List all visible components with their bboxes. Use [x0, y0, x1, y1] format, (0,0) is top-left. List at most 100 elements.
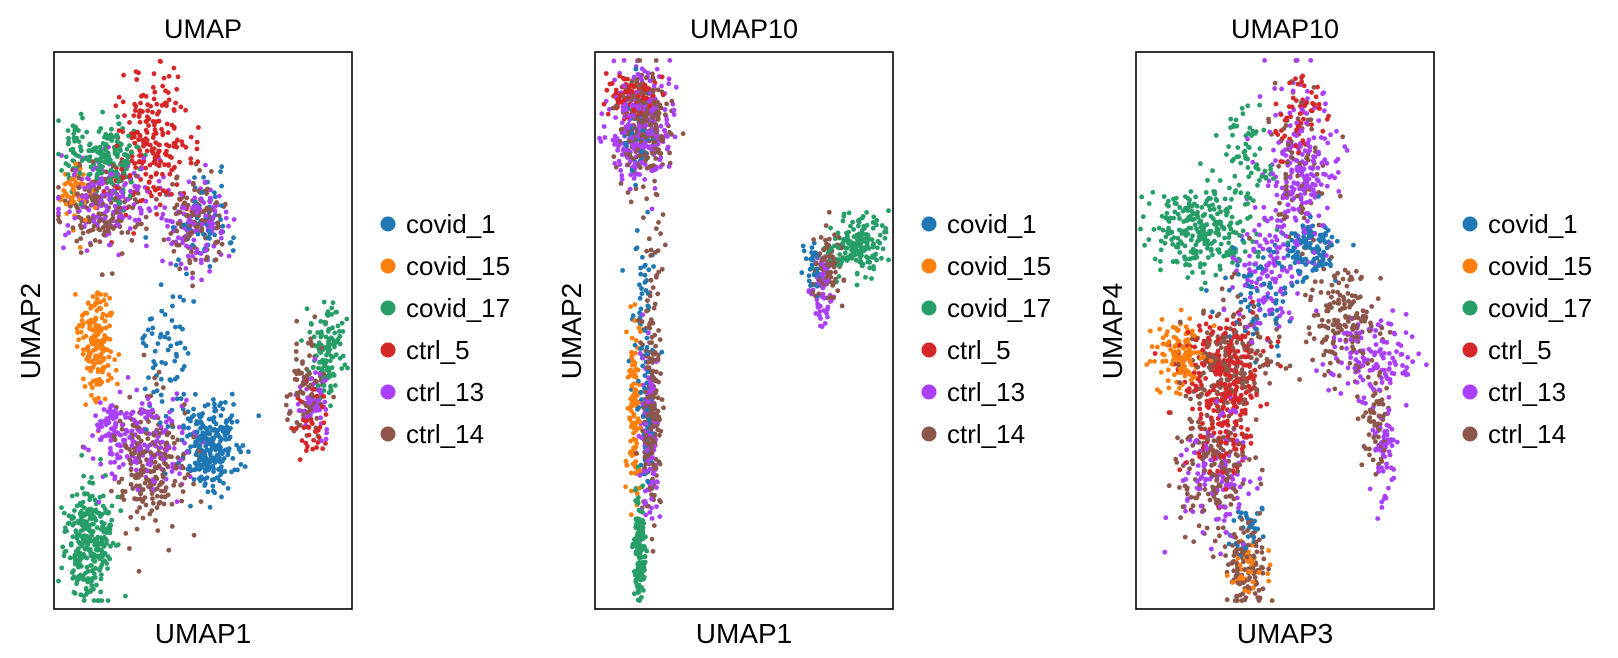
point-ctrl-13 — [178, 457, 184, 463]
point-ctrl-13 — [100, 179, 106, 185]
point-covid-1 — [159, 308, 165, 314]
point-ctrl-13 — [219, 228, 224, 234]
point-ctrl-5 — [121, 175, 126, 181]
point-covid-1 — [192, 175, 197, 181]
point-covid-1 — [162, 334, 168, 340]
point-ctrl-14 — [1204, 330, 1210, 336]
point-covid-15 — [94, 353, 100, 359]
point-ctrl-13 — [203, 213, 209, 219]
point-ctrl-13 — [127, 226, 133, 231]
point-covid-1 — [639, 397, 644, 402]
point-ctrl-13 — [151, 479, 157, 484]
legend-marker — [380, 216, 396, 232]
point-covid-17 — [1140, 214, 1146, 220]
point-covid-1 — [209, 441, 215, 447]
point-ctrl-13 — [623, 107, 629, 113]
point-ctrl-5 — [188, 156, 194, 162]
point-ctrl-14 — [1365, 374, 1371, 380]
point-covid-1 — [639, 291, 645, 297]
point-ctrl-13 — [806, 289, 812, 295]
point-ctrl-14 — [75, 191, 80, 197]
point-ctrl-13 — [664, 121, 670, 127]
point-ctrl-13 — [165, 223, 170, 229]
point-ctrl-14 — [80, 230, 86, 236]
point-ctrl-5 — [1191, 370, 1197, 376]
point-covid-1 — [199, 413, 204, 419]
point-ctrl-13 — [622, 129, 628, 135]
point-ctrl-13 — [1217, 504, 1223, 509]
point-covid-17 — [828, 225, 833, 231]
point-covid-1 — [158, 282, 164, 288]
point-ctrl-5 — [160, 188, 166, 194]
point-covid-17 — [96, 129, 102, 134]
point-covid-17 — [331, 338, 337, 344]
point-ctrl-13 — [132, 183, 138, 189]
point-covid-1 — [181, 391, 187, 397]
point-ctrl-13 — [108, 460, 113, 465]
point-covid-1 — [185, 351, 191, 356]
point-ctrl-14 — [647, 293, 653, 299]
point-ctrl-13 — [1264, 240, 1270, 245]
point-covid-17 — [323, 321, 328, 327]
point-ctrl-13 — [127, 215, 132, 220]
point-covid-17 — [127, 143, 132, 149]
point-ctrl-13 — [118, 448, 124, 454]
point-covid-15 — [631, 397, 637, 403]
point-covid-15 — [92, 336, 98, 342]
point-ctrl-5 — [165, 130, 171, 136]
point-ctrl-14 — [219, 241, 225, 247]
point-covid-15 — [73, 179, 78, 185]
point-covid-17 — [76, 153, 82, 159]
point-ctrl-13 — [169, 469, 175, 474]
point-ctrl-14 — [652, 301, 658, 307]
point-ctrl-14 — [293, 349, 299, 354]
point-ctrl-14 — [651, 305, 657, 311]
point-ctrl-14 — [643, 461, 649, 467]
point-covid-1 — [143, 343, 149, 349]
point-ctrl-14 — [1366, 432, 1372, 437]
point-ctrl-14 — [649, 536, 655, 542]
point-ctrl-14 — [155, 528, 161, 533]
point-ctrl-13 — [657, 514, 663, 519]
point-covid-17 — [864, 254, 869, 260]
point-covid-17 — [858, 259, 864, 264]
point-ctrl-14 — [144, 226, 149, 232]
point-ctrl-13 — [323, 377, 328, 383]
point-ctrl-5 — [313, 429, 318, 434]
panel-2-points — [597, 58, 891, 603]
point-ctrl-14 — [667, 150, 672, 156]
point-ctrl-13 — [166, 416, 172, 421]
point-covid-15 — [633, 444, 639, 450]
point-covid-1 — [809, 256, 814, 261]
point-ctrl-13 — [190, 254, 196, 259]
point-covid-15 — [74, 326, 80, 331]
point-covid-17 — [315, 383, 321, 389]
point-covid-15 — [94, 382, 99, 387]
point-covid-17 — [859, 245, 864, 251]
point-covid-17 — [82, 521, 87, 527]
point-ctrl-14 — [313, 378, 318, 384]
point-ctrl-13 — [649, 496, 654, 502]
point-ctrl-13 — [666, 164, 672, 169]
point-ctrl-13 — [1314, 368, 1319, 374]
point-covid-15 — [80, 312, 86, 318]
point-ctrl-14 — [1202, 487, 1208, 492]
point-ctrl-13 — [1323, 172, 1328, 178]
point-ctrl-14 — [319, 345, 324, 351]
point-ctrl-14 — [78, 236, 84, 242]
point-covid-17 — [340, 329, 346, 334]
point-covid-15 — [105, 378, 111, 384]
panel-1-points — [56, 58, 350, 603]
point-ctrl-13 — [625, 125, 631, 131]
point-ctrl-13 — [134, 387, 140, 393]
point-ctrl-14 — [204, 205, 210, 211]
point-covid-15 — [69, 177, 74, 182]
point-ctrl-14 — [825, 263, 831, 268]
point-covid-15 — [89, 392, 94, 398]
point-ctrl-13 — [822, 321, 828, 326]
point-ctrl-5 — [155, 111, 160, 117]
point-covid-17 — [345, 365, 350, 371]
point-covid-15 — [86, 319, 92, 324]
point-covid-17 — [330, 325, 335, 331]
